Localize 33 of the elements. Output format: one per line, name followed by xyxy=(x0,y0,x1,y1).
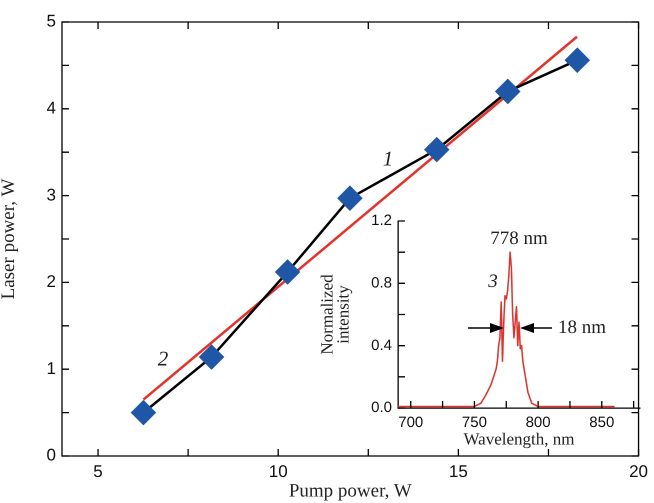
series-label: 3 xyxy=(487,271,498,292)
point xyxy=(424,137,450,162)
y-tick-label: 0 xyxy=(46,446,56,465)
series-label: 2 xyxy=(158,346,169,371)
x-tick-label: 700 xyxy=(398,414,424,432)
point xyxy=(275,260,300,284)
point xyxy=(565,48,590,72)
x-tick-label: 5 xyxy=(93,462,103,481)
x-axis-title: Wavelength, nm xyxy=(464,429,574,448)
point xyxy=(495,79,520,104)
y-tick-label: 1 xyxy=(46,358,56,378)
y-tick-label: 0.0 xyxy=(371,399,392,416)
y-tick-label: 2 xyxy=(46,272,56,292)
y-tick-label: 1.2 xyxy=(371,212,392,230)
annotation: 778 nm xyxy=(490,228,548,249)
y-tick-label: 5 xyxy=(46,12,56,31)
y-tick-label: 3 xyxy=(46,185,56,204)
x-tick-label: 750 xyxy=(462,414,487,432)
y-axis-title: Laser power, W xyxy=(0,178,20,300)
point xyxy=(338,186,362,210)
x-tick-label: 20 xyxy=(629,462,648,481)
x-tick-label: 10 xyxy=(268,462,288,481)
x-tick-label: 15 xyxy=(448,462,468,481)
y-tick-label: 0.4 xyxy=(371,336,392,354)
y-tick-label: 0.8 xyxy=(371,274,392,292)
annotation: 18 nm xyxy=(558,316,606,338)
point xyxy=(199,344,224,370)
x-tick-label: 800 xyxy=(526,414,551,432)
x-tick-label: 850 xyxy=(589,414,614,432)
y-axis-title: Normalized intensity xyxy=(318,274,353,355)
y-tick-label: 4 xyxy=(46,98,56,118)
x-axis-title: Pump power, W xyxy=(288,480,412,502)
point xyxy=(131,400,156,425)
